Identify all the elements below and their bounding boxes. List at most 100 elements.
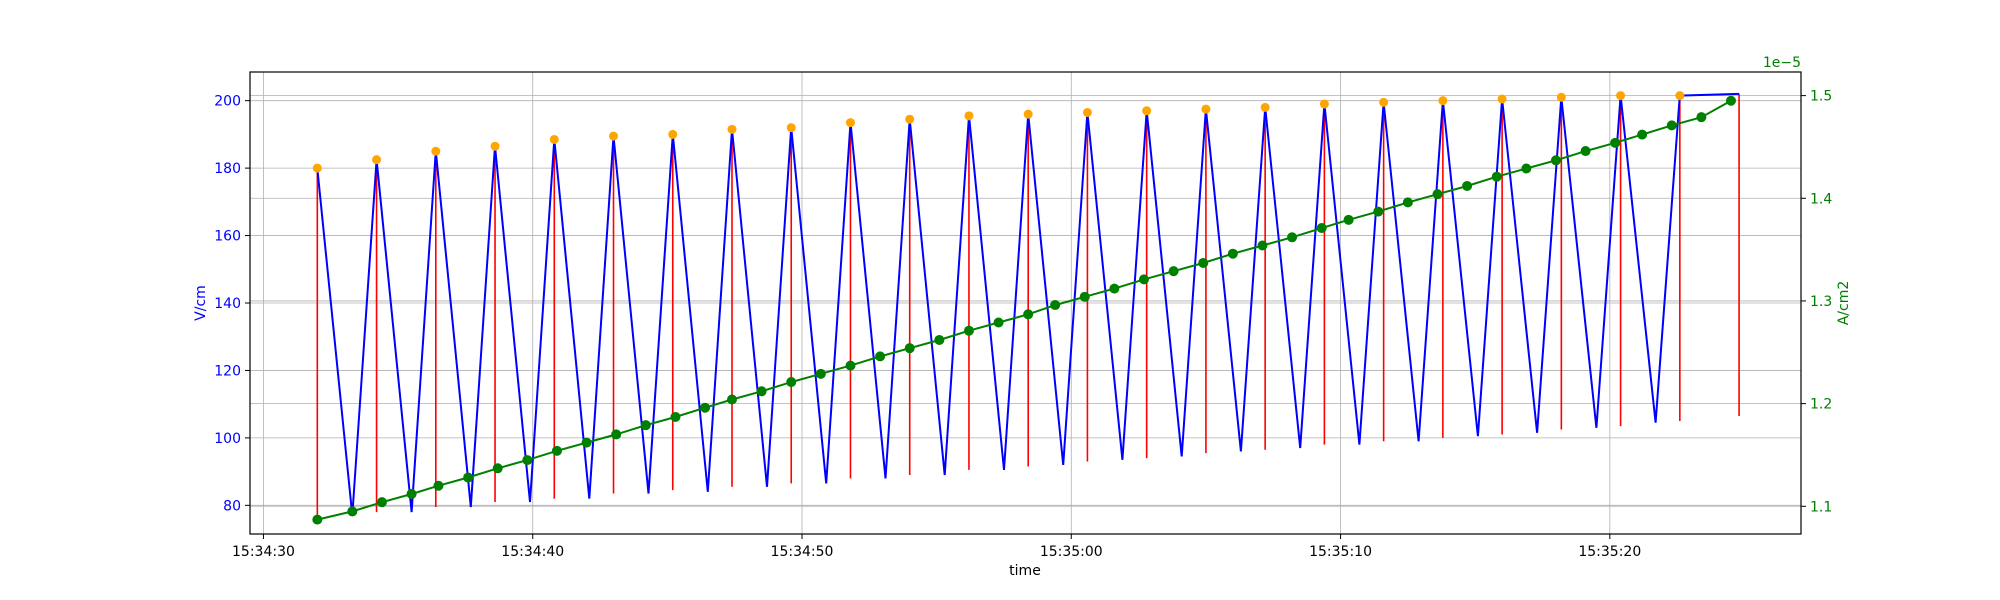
current-marker bbox=[1637, 129, 1648, 140]
current-marker bbox=[1580, 146, 1591, 157]
current-marker bbox=[551, 445, 562, 456]
current-marker bbox=[1610, 137, 1621, 148]
voltage-line bbox=[316, 92, 1740, 516]
current-marker bbox=[492, 463, 503, 474]
peak-marker bbox=[372, 155, 382, 165]
x-tick-label: 15:34:40 bbox=[501, 544, 564, 560]
current-marker bbox=[670, 411, 681, 422]
peak-marker bbox=[431, 146, 441, 156]
current-marker bbox=[1696, 112, 1707, 123]
current-marker bbox=[845, 360, 856, 371]
x-tick-label: 15:34:30 bbox=[232, 544, 295, 560]
current-marker bbox=[347, 506, 358, 517]
peak-marker bbox=[1260, 102, 1270, 112]
peak-marker bbox=[786, 123, 796, 133]
peak-marker bbox=[964, 111, 974, 121]
left-y-tick-label: 80 bbox=[223, 498, 241, 514]
current-marker bbox=[1373, 206, 1384, 217]
right-y-tick-label: 1.4 bbox=[1810, 191, 1832, 207]
current-marker bbox=[1725, 95, 1736, 106]
peak-marker bbox=[1675, 91, 1685, 101]
peak-marker bbox=[490, 141, 500, 151]
current-series bbox=[312, 95, 1736, 525]
current-marker bbox=[700, 402, 711, 413]
current-marker bbox=[1168, 266, 1179, 277]
grid-lines bbox=[250, 72, 1801, 534]
voltage-series bbox=[316, 92, 1740, 516]
current-marker bbox=[875, 351, 886, 362]
current-marker bbox=[1079, 291, 1090, 302]
current-marker bbox=[1432, 189, 1443, 200]
peak-marker bbox=[1379, 97, 1389, 107]
current-marker bbox=[1287, 232, 1298, 243]
peak-marker bbox=[1497, 94, 1507, 104]
peak-marker bbox=[312, 163, 322, 173]
current-marker bbox=[1198, 257, 1209, 268]
current-marker bbox=[1402, 197, 1413, 208]
right-y-tick-label: 1.3 bbox=[1810, 294, 1832, 310]
peak-marker bbox=[1082, 107, 1092, 117]
current-marker bbox=[1227, 248, 1238, 259]
peak-marker bbox=[609, 131, 619, 141]
peak-marker bbox=[1201, 104, 1211, 114]
current-marker bbox=[1521, 163, 1532, 174]
left-y-tick-label: 160 bbox=[214, 229, 241, 245]
right-y-tick-label: 1.1 bbox=[1810, 499, 1832, 515]
left-y-axis-ticks: 80 100 120 140 160 180 200 bbox=[214, 94, 250, 514]
peak-marker bbox=[1142, 106, 1152, 116]
right-axis-offset-label: 1e−5 bbox=[1763, 55, 1801, 71]
peak-marker bbox=[1438, 96, 1448, 106]
left-y-tick-label: 180 bbox=[214, 161, 241, 177]
peak-marker bbox=[1556, 92, 1566, 102]
current-marker bbox=[312, 514, 323, 525]
current-marker bbox=[1491, 171, 1502, 182]
peak-marker bbox=[1616, 91, 1626, 101]
current-marker bbox=[581, 437, 592, 448]
peak-marker bbox=[727, 124, 737, 134]
current-marker bbox=[433, 480, 444, 491]
current-marker bbox=[1666, 120, 1677, 131]
current-marker bbox=[934, 334, 945, 345]
left-y-tick-label: 140 bbox=[214, 296, 241, 312]
current-marker bbox=[1462, 180, 1473, 191]
current-marker bbox=[463, 472, 474, 483]
peak-marker bbox=[905, 114, 915, 124]
right-y-tick-label: 1.2 bbox=[1810, 397, 1832, 413]
peak-markers bbox=[312, 91, 1685, 173]
current-marker bbox=[1138, 274, 1149, 285]
current-marker bbox=[1550, 155, 1561, 166]
current-marker bbox=[786, 377, 797, 388]
current-marker bbox=[1109, 283, 1120, 294]
current-marker bbox=[522, 455, 533, 466]
current-marker bbox=[611, 429, 622, 440]
peak-marker bbox=[1319, 99, 1329, 109]
current-marker bbox=[1316, 223, 1327, 234]
x-axis-ticks: 15:34:30 15:34:40 15:34:50 15:35:00 15:35:10… bbox=[232, 534, 1641, 560]
current-marker bbox=[993, 317, 1004, 328]
peak-marker bbox=[845, 118, 855, 128]
current-marker bbox=[376, 497, 387, 508]
current-marker bbox=[963, 325, 974, 336]
current-marker bbox=[815, 368, 826, 379]
current-marker bbox=[904, 343, 915, 354]
x-axis-label: time bbox=[1009, 563, 1041, 579]
current-marker bbox=[726, 394, 737, 405]
right-y-axis-label: A/cm2 bbox=[1836, 281, 1852, 326]
peak-marker bbox=[1023, 109, 1033, 119]
left-y-tick-label: 120 bbox=[214, 363, 241, 379]
x-tick-label: 15:35:10 bbox=[1309, 544, 1372, 560]
current-marker bbox=[640, 420, 651, 431]
left-y-tick-label: 200 bbox=[214, 94, 241, 110]
current-marker bbox=[1257, 240, 1268, 251]
right-y-tick-label: 1.5 bbox=[1810, 89, 1832, 105]
current-marker bbox=[1050, 300, 1061, 311]
peak-marker bbox=[549, 134, 559, 144]
left-y-axis-label: V/cm bbox=[193, 285, 209, 321]
current-marker bbox=[1023, 309, 1034, 320]
current-marker bbox=[1343, 214, 1354, 225]
right-y-axis-ticks: 1.1 1.2 1.3 1.4 1.5 bbox=[1801, 89, 1832, 515]
x-tick-label: 15:34:50 bbox=[771, 544, 834, 560]
current-marker bbox=[756, 386, 767, 397]
